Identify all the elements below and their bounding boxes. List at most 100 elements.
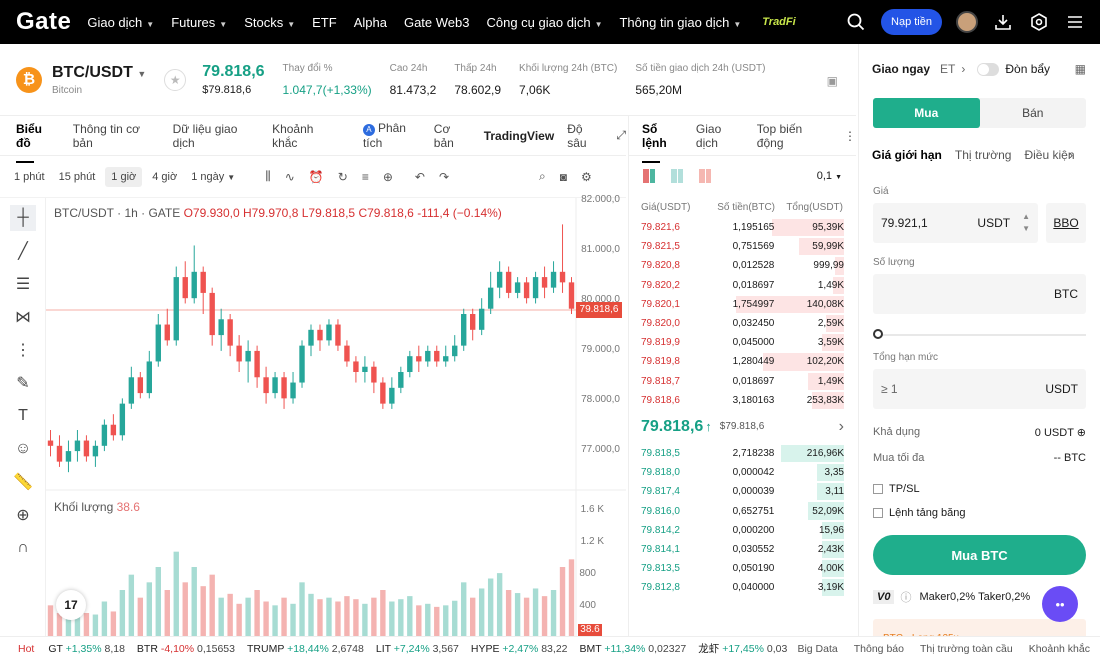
ask-row[interactable]: 79.820,1 1,754997 140,08K [629, 295, 856, 314]
assistant-bot-icon[interactable]: •• [1042, 586, 1078, 622]
bbo-button[interactable]: BBO [1046, 203, 1086, 243]
nav-info[interactable]: Thông tin giao dịch ▼ [619, 15, 741, 30]
iceberg-checkbox[interactable]: Lệnh tảng băng [873, 501, 1086, 525]
bid-row[interactable]: 79.814,1 0,030552 2,43K [629, 540, 856, 559]
ask-row[interactable]: 79.818,7 0,018697 1,49K [629, 372, 856, 391]
trendline-icon[interactable]: ╱ [18, 243, 28, 260]
candle-type-icon[interactable]: ⫼ [265, 169, 271, 183]
download-icon[interactable] [992, 11, 1014, 33]
chevron-right-icon[interactable]: › [1069, 148, 1073, 162]
avatar[interactable] [956, 11, 978, 33]
ticker-item[interactable]: TRUMP +18,44% 2,6748 [247, 643, 364, 655]
ticker-item[interactable]: LIT +7,24% 3,567 [376, 643, 459, 655]
menu-icon[interactable] [1064, 11, 1086, 33]
tab-basic-info[interactable]: Thông tin cơ bản [72, 121, 140, 150]
price-chart[interactable]: BTC/USDT · 1h · GATE O79.930,0 H79.970,8… [46, 194, 626, 636]
precision-select[interactable]: 0,1 ▼ [817, 170, 842, 182]
chevron-right-icon[interactable]: › [961, 62, 966, 76]
fib-lines-icon[interactable]: ☰ [15, 276, 31, 293]
tab-conditional[interactable]: Điều kiện [1024, 148, 1075, 162]
projection-icon[interactable]: ⋮ [15, 342, 31, 359]
ticker-item[interactable]: HYPE +2,47% 83,22 [471, 643, 568, 655]
ask-row[interactable]: 79.821,6 1,195165 95,39K [629, 218, 856, 237]
qty-input[interactable]: BTC [873, 274, 1086, 314]
et-label[interactable]: ET [940, 62, 956, 76]
chevron-right-icon[interactable]: › [838, 417, 844, 435]
ask-row[interactable]: 79.818,6 3,180163 253,83K [629, 391, 856, 410]
expand-icon[interactable]: ⤢ [616, 128, 627, 142]
emoji-icon[interactable]: ☺ [14, 440, 32, 457]
notes-icon[interactable]: ▣ [826, 74, 838, 88]
ask-row[interactable]: 79.819,8 1,280449 102,20K [629, 352, 856, 371]
calculator-icon[interactable]: ▦ [1074, 62, 1086, 76]
buy-tab[interactable]: Mua [873, 98, 980, 128]
search-icon[interactable] [845, 11, 867, 33]
tab-top-movers[interactable]: Top biến động [756, 121, 803, 150]
tab-market[interactable]: Thị trường [954, 148, 1012, 162]
settings-icon[interactable] [1028, 11, 1050, 33]
buy-btc-button[interactable]: Mua BTC [873, 535, 1086, 575]
chart-settings-icon[interactable]: ⚙ [581, 169, 592, 184]
leverage-toggle[interactable] [977, 62, 1000, 76]
deposit-button[interactable]: Nạp tiền [881, 9, 942, 35]
pair-selector[interactable]: BTC/USDT ▼ Bitcoin [52, 64, 146, 96]
bid-row[interactable]: 79.812,8 0,040000 3,19K [629, 578, 856, 597]
tab-depth[interactable]: Độ sâu [567, 121, 587, 150]
tradingview-logo[interactable]: 17 [56, 590, 86, 620]
total-input[interactable]: ≥ 1 USDT [873, 369, 1086, 409]
spot-mode[interactable]: Giao ngay [872, 62, 931, 76]
layout-icon[interactable]: ≡ [361, 169, 369, 184]
tab-orderbook[interactable]: Sổ lệnh [642, 122, 683, 163]
nav-stocks[interactable]: Stocks ▼ [244, 15, 295, 30]
ask-row[interactable]: 79.821,5 0,751569 59,99K [629, 237, 856, 256]
bid-row[interactable]: 79.816,0 0,652751 52,09K [629, 501, 856, 520]
stepper-icon[interactable]: ▲ ▼ [1022, 212, 1030, 233]
magnet-icon[interactable]: ∩ [17, 539, 29, 556]
camera-icon[interactable]: ◙ [559, 169, 568, 184]
tf-1m[interactable]: 1 phút [14, 170, 45, 183]
ask-row[interactable]: 79.820,2 0,018697 1,49K [629, 276, 856, 295]
view-both-icon[interactable] [643, 169, 655, 183]
redo-icon[interactable]: ↷ [438, 169, 450, 184]
tab-chart[interactable]: Biểu đồ [16, 122, 57, 163]
ticker-item[interactable]: GT +1,35% 8,18 [48, 643, 125, 655]
slider-handle[interactable] [873, 329, 883, 339]
add-funds-icon[interactable]: ⊕ [1076, 426, 1086, 439]
info-icon[interactable]: ⓘ [900, 592, 912, 604]
nav-alpha[interactable]: Alpha [353, 14, 387, 30]
ticker-item[interactable]: BMT +11,34% 0,02327 [580, 643, 687, 655]
add-indicator-icon[interactable]: ⊕ [382, 169, 393, 184]
bid-row[interactable]: 79.813,5 0,050190 4,00K [629, 559, 856, 578]
zoom-in-icon[interactable]: ⊕ [16, 507, 30, 524]
gate-logo[interactable]: Gate [16, 8, 72, 35]
bid-row[interactable]: 79.814,2 0,000200 15,96 [629, 521, 856, 540]
link-announcements[interactable]: Thông báo [853, 642, 904, 655]
ask-row[interactable]: 79.820,8 0,012528 999,99 [629, 256, 856, 275]
bid-row[interactable]: 79.817,4 0,000039 3,11 [629, 482, 856, 501]
ask-row[interactable]: 79.820,0 0,032450 2,59K [629, 314, 856, 333]
vip-badge[interactable]: V0 [873, 590, 895, 604]
ask-row[interactable]: 79.819,9 0,045000 3,59K [629, 333, 856, 352]
tf-15m[interactable]: 15 phút [58, 170, 96, 183]
text-icon[interactable]: T [18, 407, 28, 424]
alert-icon[interactable]: ⏰ [308, 169, 324, 184]
ticker-item[interactable]: BTR -4,10% 0,15653 [137, 643, 235, 655]
tab-basic[interactable]: Cơ bản [433, 121, 454, 150]
ruler-icon[interactable]: 📏 [13, 474, 33, 491]
replay-icon[interactable]: ↻ [337, 169, 348, 184]
bid-row[interactable]: 79.818,0 0,000042 3,35 [629, 463, 856, 482]
tab-moments[interactable]: Khoảnh khắc [272, 121, 314, 150]
more-icon[interactable]: ⋮ [844, 128, 856, 143]
favorite-star-icon[interactable]: ★ [164, 68, 187, 91]
price-input[interactable]: 79.921,1 USDT ▲ ▼ [873, 203, 1038, 243]
indicators-icon[interactable]: ∿ [284, 169, 295, 184]
sell-tab[interactable]: Bán [1022, 106, 1044, 120]
bid-row[interactable]: 79.818,5 2,718238 216,96K [629, 444, 856, 463]
tf-1h[interactable]: 1 giờ [105, 166, 143, 187]
nav-futures[interactable]: Futures ▼ [171, 15, 227, 30]
undo-icon[interactable]: ↶ [414, 169, 425, 184]
amount-slider[interactable] [873, 328, 1086, 342]
nav-web3[interactable]: Gate Web3 [403, 14, 470, 30]
link-moments[interactable]: Khoảnh khắc [1028, 642, 1090, 655]
view-asks-icon[interactable] [699, 169, 711, 183]
